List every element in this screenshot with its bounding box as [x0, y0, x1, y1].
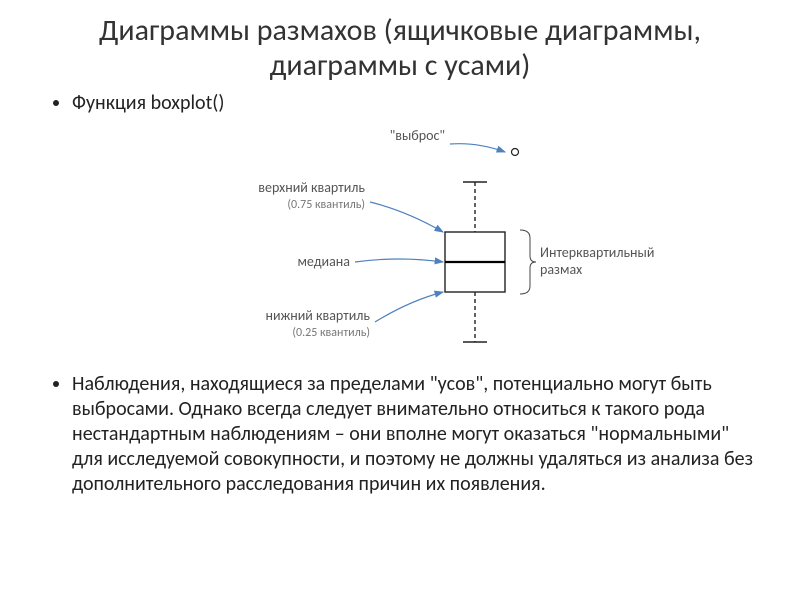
slide-body: Функция boxplot() "выброс" верхний кварти…	[0, 87, 800, 513]
page-title: Диаграммы размахов (ящичковые диаграммы,…	[0, 0, 800, 87]
slide: Диаграммы размахов (ящичковые диаграммы,…	[0, 0, 800, 600]
label-lower-quartile-sub: (0.25 квантиль)	[292, 326, 370, 340]
label-lower-quartile: нижний квартиль	[266, 307, 371, 324]
bullet-1: Функция boxplot()	[72, 91, 760, 116]
bullet-list: Функция boxplot()	[50, 91, 760, 116]
bullet-list-2: Наблюдения, находящиеся за пределами "ус…	[50, 372, 760, 497]
label-outlier: "выброс"	[390, 127, 445, 144]
bullet-2: Наблюдения, находящиеся за пределами "ус…	[72, 372, 760, 497]
label-iqr-2: размах	[540, 261, 582, 278]
boxplot-diagram: "выброс" верхний квартиль (0.75 квантиль) м…	[145, 122, 665, 362]
label-upper-quartile: верхний квартиль	[258, 179, 365, 196]
label-iqr-1: Интерквартильный	[540, 244, 654, 261]
label-upper-quartile-sub: (0.75 квантиль)	[287, 198, 365, 212]
label-median: медиана	[297, 253, 350, 270]
